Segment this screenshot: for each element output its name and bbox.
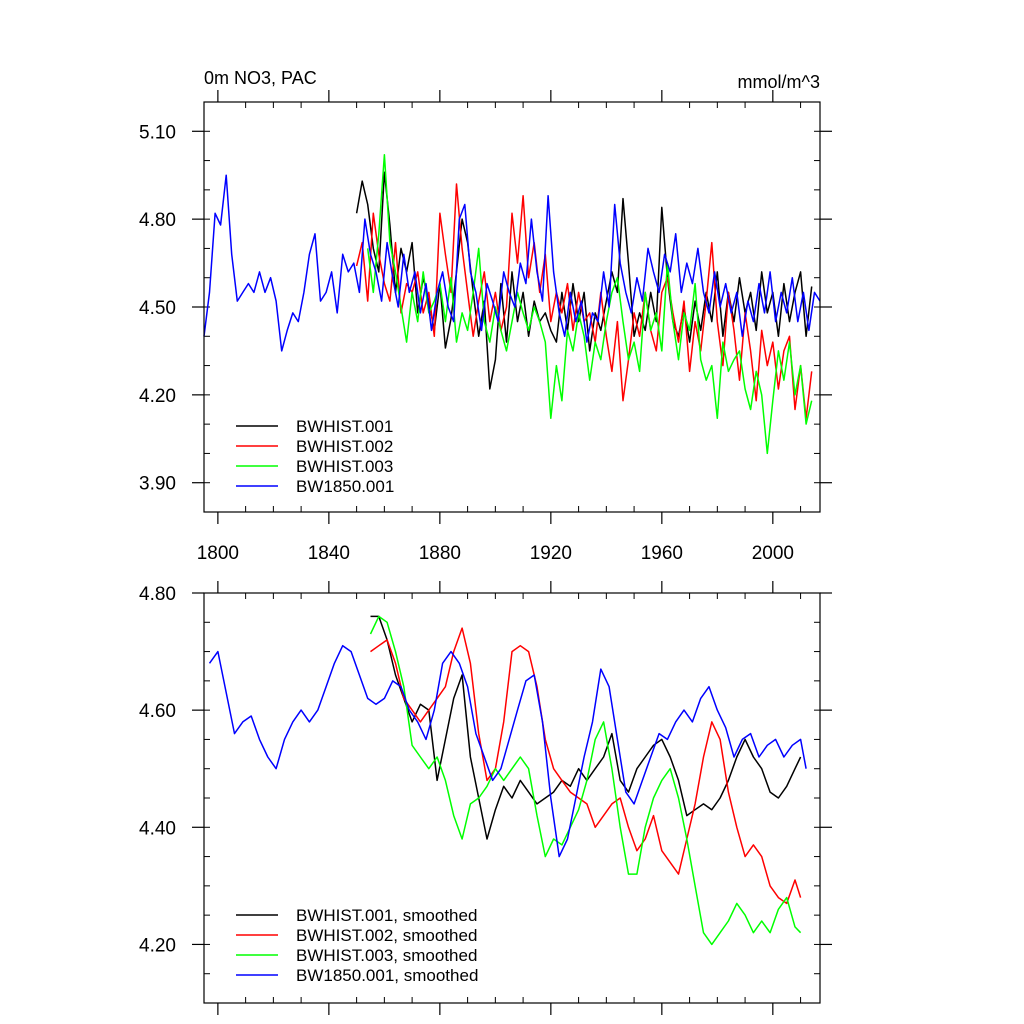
y-tick-label: 4.20 bbox=[139, 386, 176, 407]
y-tick-label: 4.20 bbox=[139, 935, 176, 956]
y-tick-label: 4.80 bbox=[139, 584, 176, 605]
legend-label: BWHIST.001 bbox=[296, 417, 393, 436]
legend-label: BWHIST.003, smoothed bbox=[296, 946, 477, 965]
x-tick-label: 1880 bbox=[419, 543, 461, 564]
x-tick-label: 1920 bbox=[530, 543, 572, 564]
series-line-bw1850-001 bbox=[203, 174, 821, 352]
x-tick-label: 1960 bbox=[641, 543, 683, 564]
series-line-bwhist-001-smoothed bbox=[370, 615, 802, 840]
top-axes: 1800 1840 1880 1920 1960 2000 5.10 4.80 4.50 4.20… bbox=[139, 90, 832, 564]
legend-label: BWHIST.001, smoothed bbox=[296, 906, 477, 925]
legend-label: BWHIST.003 bbox=[296, 457, 393, 476]
legend-label: BWHIST.002, smoothed bbox=[296, 926, 477, 945]
y-tick-label: 4.80 bbox=[139, 210, 176, 231]
bottom-series-group bbox=[208, 615, 807, 946]
panel-top-title: 0m NO3, PAC bbox=[204, 68, 317, 88]
x-tick-label: 1840 bbox=[308, 543, 350, 564]
panel-top: 0m NO3, PAC mmol/m^3 1800 1840 1880 1920 196… bbox=[139, 68, 832, 564]
x-tick-label: 1800 bbox=[197, 543, 239, 564]
bottom-plot-frame bbox=[203, 592, 821, 1004]
y-tick-label: 4.50 bbox=[139, 298, 176, 319]
y-tick-label: 4.60 bbox=[139, 701, 176, 722]
panel-bottom: 4.804.604.404.20 BWHIST.001, smoothedBWH… bbox=[139, 581, 832, 1015]
y-tick-label: 4.40 bbox=[139, 818, 176, 839]
legend-label: BW1850.001 bbox=[296, 477, 394, 496]
legend-label: BW1850.001, smoothed bbox=[296, 966, 478, 985]
series-line-bwhist-002-smoothed bbox=[370, 627, 802, 905]
x-tick-label: 2000 bbox=[752, 543, 794, 564]
legend-label: BWHIST.002 bbox=[296, 437, 393, 456]
y-tick-label: 3.90 bbox=[139, 474, 176, 495]
series-line-bw1850-001-smoothed bbox=[208, 644, 807, 858]
series-line-bwhist-003-smoothed bbox=[369, 615, 802, 946]
top-plot-frame bbox=[203, 101, 821, 513]
y-tick-label: 5.10 bbox=[139, 122, 176, 143]
bottom-axes: 4.80 4.60 4.40 4.20 bbox=[139, 581, 832, 1015]
panel-top-units: mmol/m^3 bbox=[738, 72, 820, 92]
series-line-bwhist-003 bbox=[366, 153, 813, 455]
top-series-group bbox=[203, 153, 821, 455]
